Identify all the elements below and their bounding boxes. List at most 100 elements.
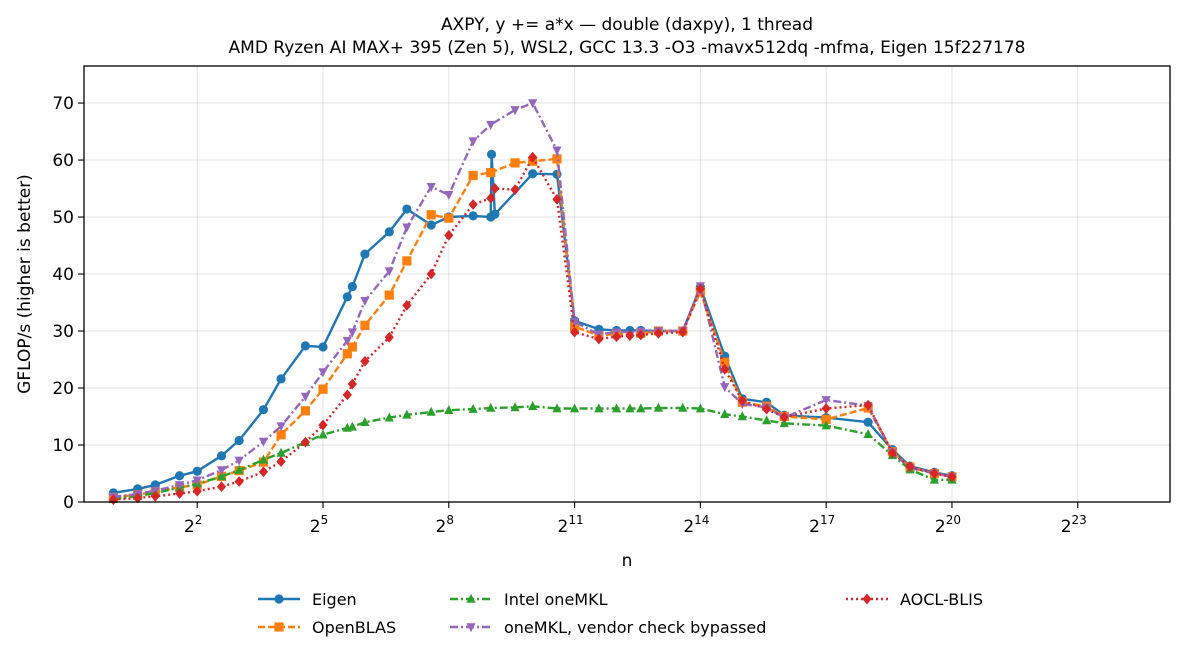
data-point: [552, 193, 562, 205]
x-tick-base: 2: [935, 517, 946, 537]
legend-label: oneMKL, vendor check bypassed: [504, 618, 766, 637]
chart-subtitle: AMD Ryzen AI MAX+ 395 (Zen 5), WSL2, GCC…: [229, 38, 1026, 58]
data-point: [762, 415, 772, 425]
data-point: [216, 451, 227, 461]
data-point: [636, 329, 646, 341]
data-point: [486, 402, 496, 412]
data-point: [695, 403, 705, 413]
data-point: [821, 414, 831, 424]
data-point: [175, 481, 185, 491]
data-point: [216, 481, 227, 493]
data-point: [192, 485, 202, 497]
x-tick-exponent: 8: [446, 513, 454, 527]
data-point: [625, 403, 635, 413]
data-point: [347, 328, 357, 338]
legend-label: Intel oneMKL: [504, 590, 608, 609]
y-tick-label: 0: [63, 493, 74, 513]
data-point: [510, 402, 520, 412]
data-point: [510, 158, 520, 168]
data-point: [779, 411, 789, 423]
data-point: [594, 333, 604, 345]
data-point: [720, 363, 730, 375]
data-point: [887, 447, 898, 459]
data-point: [737, 411, 747, 421]
data-point: [611, 331, 622, 343]
x-tick-label: 214: [683, 513, 709, 537]
x-tick-label: 220: [935, 513, 961, 537]
data-point: [384, 331, 394, 343]
data-point: [444, 405, 454, 415]
legend-item: Intel oneMKL: [450, 590, 608, 609]
legend-label: AOCL-BLIS: [900, 590, 983, 609]
y-tick-label: 20: [52, 379, 74, 399]
data-point: [347, 281, 357, 292]
data-point: [821, 396, 831, 406]
data-point: [258, 437, 269, 447]
legend-marker: [466, 623, 476, 633]
data-point: [444, 191, 454, 201]
data-point: [402, 204, 412, 214]
legend-label: Eigen: [312, 590, 357, 609]
series-line-intel-onemkl: [113, 405, 952, 501]
data-point: [360, 249, 370, 259]
data-point: [300, 436, 310, 448]
data-point: [342, 389, 352, 401]
data-point: [426, 268, 436, 280]
data-point: [720, 409, 730, 419]
data-point: [234, 476, 244, 487]
data-point: [569, 326, 580, 338]
data-point: [426, 210, 436, 220]
data-point: [653, 327, 664, 339]
data-point: [552, 403, 562, 413]
data-point: [318, 429, 328, 439]
data-point: [276, 456, 286, 467]
x-tick-label: 25: [310, 513, 328, 537]
legend-item: oneMKL, vendor check bypassed: [450, 618, 766, 637]
legend-marker: [274, 594, 284, 604]
data-point: [300, 406, 310, 416]
data-point: [426, 220, 436, 230]
legend-item: Eigen: [258, 590, 357, 609]
data-point: [234, 435, 244, 446]
data-point: [653, 402, 664, 412]
data-point: [947, 471, 957, 483]
data-point: [258, 405, 269, 415]
x-tick-exponent: 17: [820, 513, 835, 527]
y-tick-label: 40: [52, 265, 74, 285]
data-point: [486, 149, 497, 159]
data-point: [384, 227, 394, 237]
data-point: [402, 299, 412, 311]
legend-marker: [862, 593, 872, 605]
data-point: [276, 422, 286, 432]
data-point: [360, 417, 370, 427]
data-point: [347, 421, 357, 431]
data-point: [863, 417, 873, 427]
data-point: [905, 461, 915, 473]
x-tick-label: 217: [809, 513, 835, 537]
data-point: [863, 428, 873, 438]
data-point: [528, 151, 538, 163]
data-point: [384, 267, 394, 277]
data-point: [737, 395, 747, 406]
data-point: [347, 378, 357, 390]
data-point: [552, 154, 562, 164]
x-tick-exponent: 23: [1072, 513, 1087, 527]
data-point: [720, 383, 730, 393]
plot-frame: [83, 65, 1171, 503]
x-tick-exponent: 20: [946, 513, 961, 527]
data-point: [678, 326, 688, 338]
legend-marker: [466, 593, 476, 603]
data-point: [360, 320, 370, 330]
data-point: [552, 146, 562, 156]
data-point: [695, 283, 705, 295]
x-tick-label: 28: [436, 513, 454, 537]
data-point: [510, 106, 520, 116]
grid-lines: [84, 66, 1170, 503]
x-tick-exponent: 11: [568, 513, 583, 527]
data-point: [342, 336, 352, 346]
data-point: [360, 355, 370, 367]
x-tick-base: 2: [1061, 517, 1072, 537]
data-point: [402, 409, 412, 419]
data-point: [468, 211, 478, 221]
